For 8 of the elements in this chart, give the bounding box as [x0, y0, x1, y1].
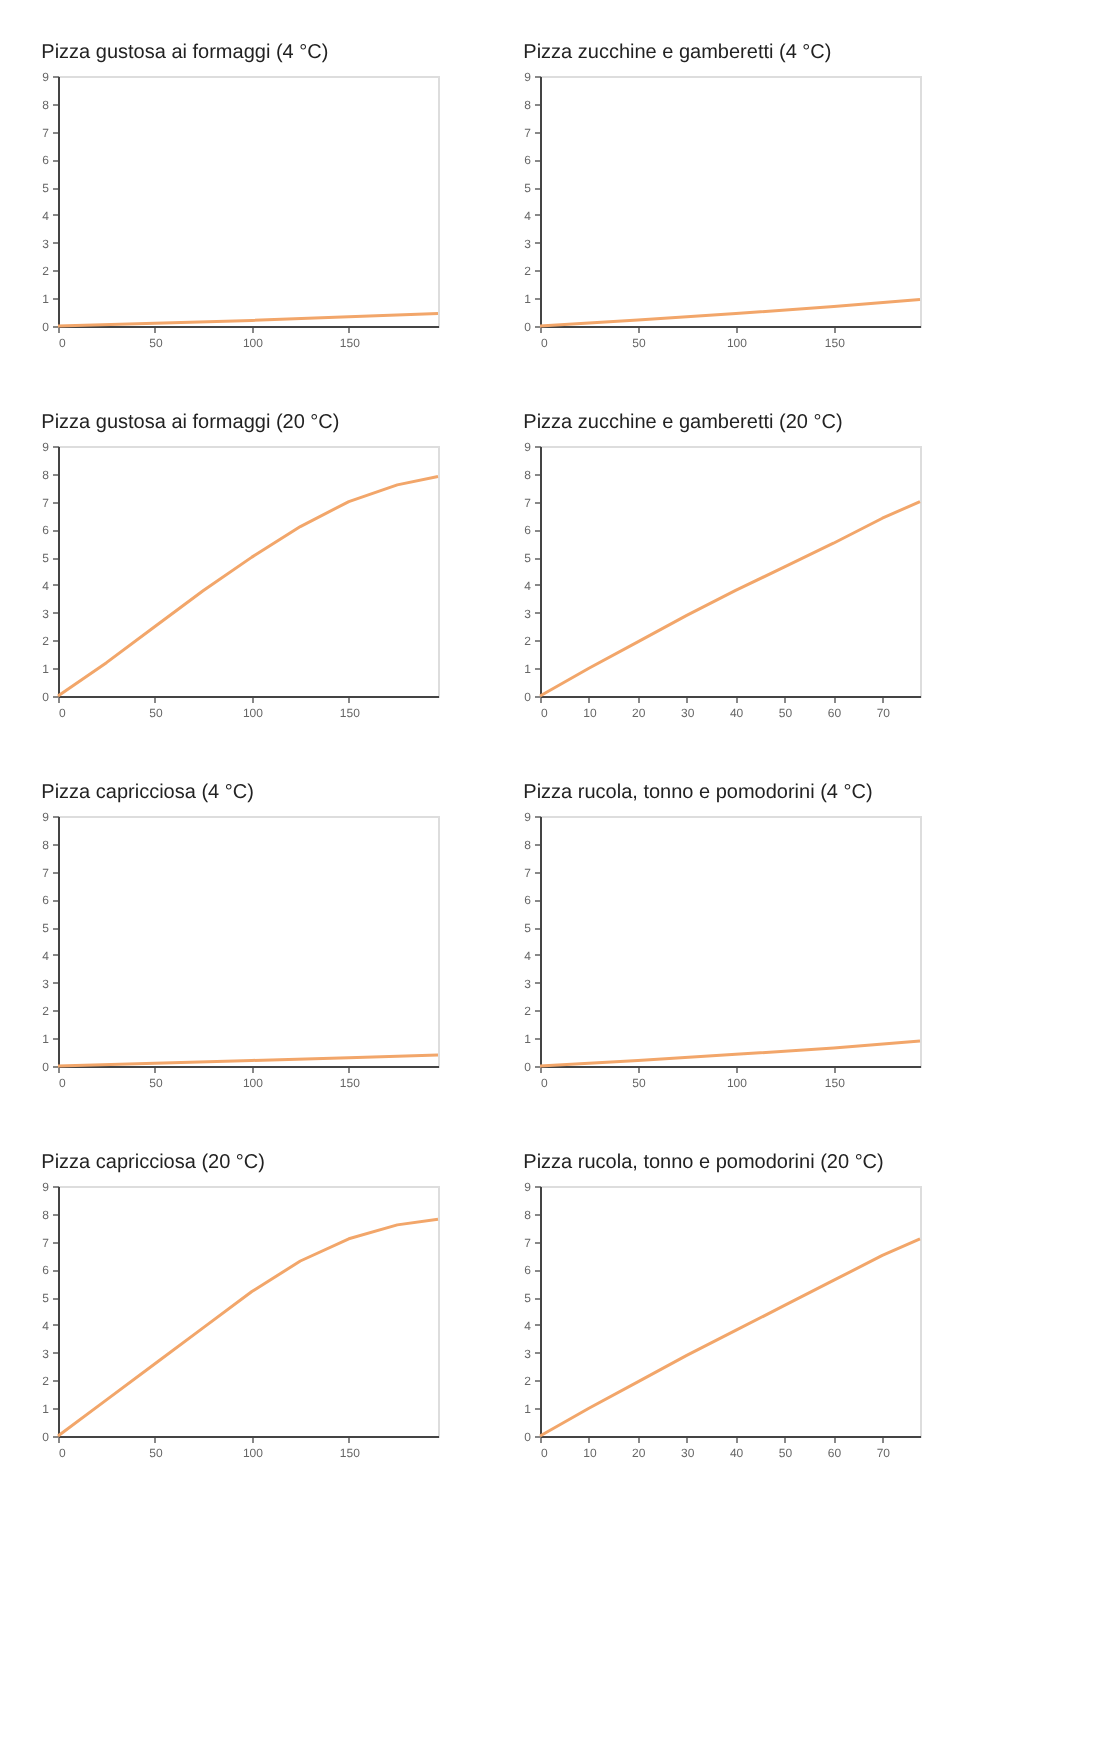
chart-title: Pizza capricciosa (4 °C): [41, 782, 254, 804]
chart-title: Pizza zucchine e gamberetti (4 °C): [523, 42, 832, 64]
chart-title: Pizza zucchine e gamberetti (20 °C): [523, 412, 843, 434]
chart-title: Pizza rucola, tonno e pomodorini (4 °C): [523, 782, 873, 804]
chart-title: Pizza rucola, tonno e pomodorini (20 °C): [523, 1152, 884, 1174]
chart-title: Pizza gustosa ai formaggi (4 °C): [41, 42, 329, 64]
chart-title: Pizza gustosa ai formaggi (20 °C): [41, 412, 340, 434]
chart-title: Pizza capricciosa (20 °C): [41, 1152, 265, 1174]
